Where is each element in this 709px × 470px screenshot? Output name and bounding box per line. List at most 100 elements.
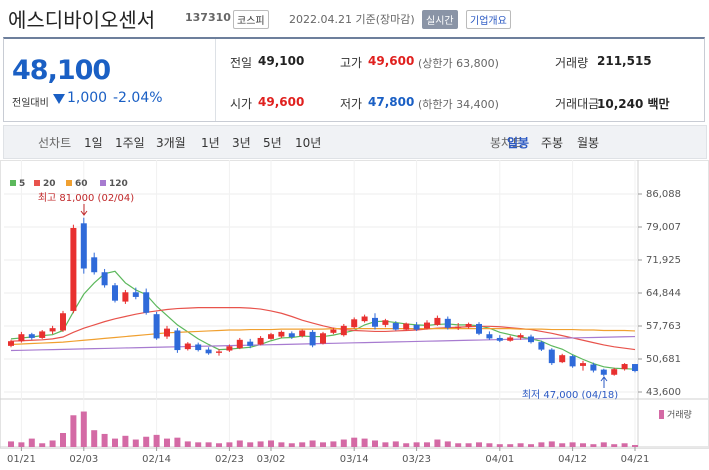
annotation-low: 최저 47,000 (04/18) <box>522 389 618 401</box>
tab[interactable]: 3개월 <box>156 136 186 150</box>
candle-body <box>320 333 326 344</box>
candle-body <box>278 331 285 337</box>
volume-bar <box>278 442 285 447</box>
volume-bar <box>434 439 441 447</box>
summary-box <box>3 37 705 122</box>
tab[interactable]: 일봉 <box>507 136 530 150</box>
candle-body <box>18 334 25 342</box>
ma-line <box>10 328 636 346</box>
volume-bar <box>164 438 170 447</box>
candle-body <box>517 335 524 338</box>
volume-bar <box>372 440 378 447</box>
candle-body <box>465 323 472 327</box>
x-tick-label: 03/23 <box>402 454 431 465</box>
candle-body <box>226 346 233 351</box>
volume-bar <box>330 441 337 447</box>
change-percent: -2.04% <box>113 90 163 106</box>
candle-body <box>434 317 441 325</box>
tab[interactable]: 5년 <box>263 136 282 150</box>
tab[interactable]: 3년 <box>232 136 251 150</box>
summary-label: 거래량 <box>555 56 589 70</box>
candle-body <box>372 317 378 327</box>
volume-bar <box>621 443 628 447</box>
tab[interactable]: 주봉 <box>541 136 564 150</box>
volume-bar <box>548 441 555 447</box>
candle-body <box>486 334 493 339</box>
y-tick-label: 43,600 <box>646 387 681 398</box>
volume-bar <box>132 439 139 447</box>
volume-bar <box>444 441 451 447</box>
divider <box>215 39 216 121</box>
candle-body <box>60 313 66 331</box>
x-tick-label: 03/14 <box>340 454 369 465</box>
change-label: 전일대비 <box>12 98 49 109</box>
summary-note: (하한가 34,400) <box>418 98 499 111</box>
candle-body <box>528 336 534 343</box>
candle-body <box>559 355 566 363</box>
volume-bar <box>205 442 212 447</box>
volume-bar <box>226 442 233 447</box>
y-tick-label: 86,088 <box>646 189 681 200</box>
volume-bar <box>590 444 597 447</box>
tab: 선차트 <box>38 136 72 150</box>
x-tick-label: 04/01 <box>485 454 514 465</box>
candle-body <box>153 314 160 339</box>
volume-bar <box>112 438 118 447</box>
candle-body <box>143 292 150 313</box>
legend-swatch <box>34 180 40 186</box>
candle-body <box>382 320 389 325</box>
candle-body <box>309 331 316 346</box>
candle-body <box>164 328 170 337</box>
tab[interactable]: 월봉 <box>577 136 600 150</box>
volume-bar <box>143 436 150 447</box>
volume-bar <box>122 435 129 447</box>
stock-name: 에스디바이오센서 <box>8 8 156 32</box>
volume-bar <box>216 443 222 447</box>
tab[interactable]: 1일 <box>84 136 103 150</box>
volume-bar <box>60 433 66 447</box>
candle-body <box>288 333 295 338</box>
volume-bar <box>382 442 389 447</box>
candle-body <box>91 257 98 273</box>
candle-body <box>216 351 222 353</box>
market-chip: 코스피 <box>233 10 269 29</box>
legend-label: 5 <box>19 179 25 189</box>
volume-bar <box>184 441 191 447</box>
change-value: 1,000 <box>67 90 108 106</box>
candle-body <box>496 337 503 341</box>
candle-body <box>413 324 420 330</box>
summary-value: 10,240 백만 <box>597 97 670 111</box>
candle-body <box>600 369 607 375</box>
volume-bar <box>351 437 358 447</box>
volume-bar <box>288 443 295 447</box>
candle-body <box>611 369 618 375</box>
x-tick-label: 02/23 <box>215 454 244 465</box>
candle-body <box>476 323 482 334</box>
candle-body <box>538 342 545 350</box>
tab[interactable]: 1주일 <box>115 136 145 150</box>
tab[interactable]: 1년 <box>201 136 220 150</box>
candle-body <box>132 292 139 297</box>
candle-body <box>205 349 212 354</box>
legend-swatch <box>659 410 664 419</box>
volume-bar <box>174 437 181 447</box>
volume-bar <box>80 411 87 447</box>
volume-bar <box>101 433 108 447</box>
candle-body <box>122 292 129 302</box>
volume-bar <box>320 442 326 447</box>
y-tick-label: 57,763 <box>646 321 681 332</box>
candle-body <box>632 364 638 372</box>
candle-body <box>580 363 586 366</box>
candle-body <box>39 331 46 338</box>
base-date: 2022.04.21 기준(장마감) <box>289 13 415 26</box>
candle-body <box>403 323 410 330</box>
realtime-button[interactable]: 실시간 <box>422 10 458 29</box>
x-tick-label: 02/14 <box>142 454 171 465</box>
overview-button[interactable]: 기업개요 <box>466 10 511 29</box>
candle-body <box>112 285 118 301</box>
candle-body <box>8 341 14 346</box>
candle-body <box>247 341 254 346</box>
legend-label: 60 <box>75 179 88 189</box>
tab[interactable]: 10년 <box>295 136 322 150</box>
